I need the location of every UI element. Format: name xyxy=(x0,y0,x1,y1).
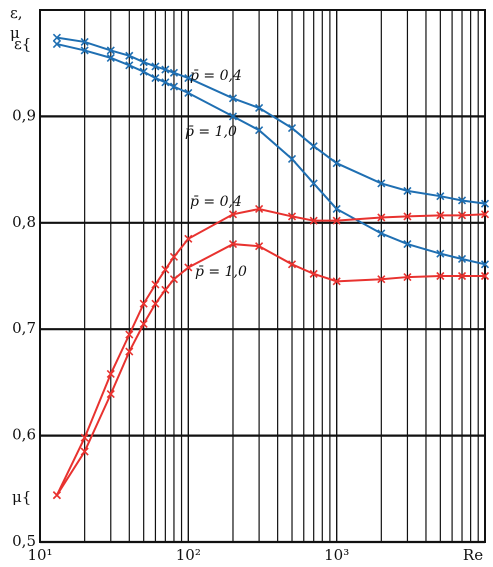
marker xyxy=(151,74,160,83)
y-axis-label: μ xyxy=(10,24,20,42)
marker xyxy=(52,33,61,42)
marker xyxy=(480,260,490,269)
marker xyxy=(287,154,297,164)
marker xyxy=(52,491,61,500)
marker xyxy=(255,204,264,214)
y-tick-label: 0,5 xyxy=(12,532,36,550)
marker xyxy=(125,330,134,339)
curve-label: p̄ = 1,0 xyxy=(195,264,247,280)
marker xyxy=(161,285,170,294)
marker xyxy=(436,192,445,201)
marker xyxy=(436,211,445,220)
marker xyxy=(332,216,341,225)
marker xyxy=(125,51,134,60)
marker xyxy=(309,142,318,151)
marker xyxy=(125,61,134,70)
marker xyxy=(403,212,412,221)
marker xyxy=(139,58,148,67)
marker xyxy=(228,210,238,219)
marker xyxy=(480,210,490,219)
marker xyxy=(228,240,238,249)
marker xyxy=(377,275,386,284)
curve-label: p̄ = 0,4 xyxy=(190,194,242,210)
marker xyxy=(80,447,89,456)
marker xyxy=(52,39,61,49)
marker xyxy=(309,179,318,188)
marker xyxy=(255,126,264,135)
marker xyxy=(403,186,412,195)
marker xyxy=(139,299,148,308)
marker xyxy=(309,269,318,278)
marker xyxy=(457,196,467,205)
marker xyxy=(169,275,179,284)
marker xyxy=(403,272,412,282)
marker xyxy=(139,67,148,76)
marker xyxy=(287,260,297,269)
marker xyxy=(287,212,297,221)
annotation: ε{ xyxy=(14,35,31,53)
marker xyxy=(106,390,115,399)
marker xyxy=(106,369,115,378)
marker xyxy=(151,299,160,308)
marker xyxy=(151,62,160,71)
marker xyxy=(169,68,179,77)
marker xyxy=(480,199,490,208)
marker xyxy=(169,252,179,261)
marker xyxy=(332,204,341,214)
marker xyxy=(106,46,115,55)
marker xyxy=(287,124,297,133)
curve xyxy=(56,243,485,496)
marker xyxy=(480,271,490,281)
marker xyxy=(228,112,238,121)
marker xyxy=(457,271,467,281)
marker xyxy=(169,82,179,91)
marker xyxy=(403,240,412,249)
marker xyxy=(106,53,115,62)
x-tick-label: 10² xyxy=(176,546,201,564)
marker xyxy=(184,234,193,243)
marker xyxy=(457,211,467,220)
marker xyxy=(377,179,386,188)
marker xyxy=(436,249,445,258)
marker xyxy=(125,347,134,356)
x-axis-label: Re xyxy=(463,546,483,564)
x-tick-label: 10¹ xyxy=(27,546,52,564)
marker xyxy=(161,265,170,274)
marker xyxy=(457,254,467,264)
x-tick-label: 10³ xyxy=(324,546,349,564)
marker xyxy=(377,213,386,222)
marker xyxy=(255,103,264,112)
marker xyxy=(139,319,148,328)
marker xyxy=(184,74,193,83)
marker xyxy=(161,65,170,74)
curve xyxy=(56,43,486,266)
marker xyxy=(309,216,318,225)
y-tick-label: 0,6 xyxy=(12,426,36,444)
y-tick-label: 0,8 xyxy=(12,213,36,231)
marker xyxy=(151,280,160,289)
marker xyxy=(184,88,193,98)
marker xyxy=(80,433,89,442)
y-tick-label: 0,9 xyxy=(12,106,36,124)
y-axis-label: ε, xyxy=(10,4,23,22)
marker xyxy=(332,159,341,168)
marker xyxy=(436,271,445,281)
curve-label: p̄ = 0,4 xyxy=(190,68,242,84)
marker xyxy=(80,46,89,55)
marker xyxy=(377,229,386,238)
marker xyxy=(228,94,238,103)
curve-label: p̄ = 1,0 xyxy=(185,124,237,140)
marker xyxy=(332,277,341,286)
marker xyxy=(161,78,170,87)
marker xyxy=(80,37,89,46)
y-tick-label: 0,7 xyxy=(12,319,36,337)
marker xyxy=(184,263,193,272)
annotation: μ{ xyxy=(12,488,31,506)
marker xyxy=(255,242,264,251)
